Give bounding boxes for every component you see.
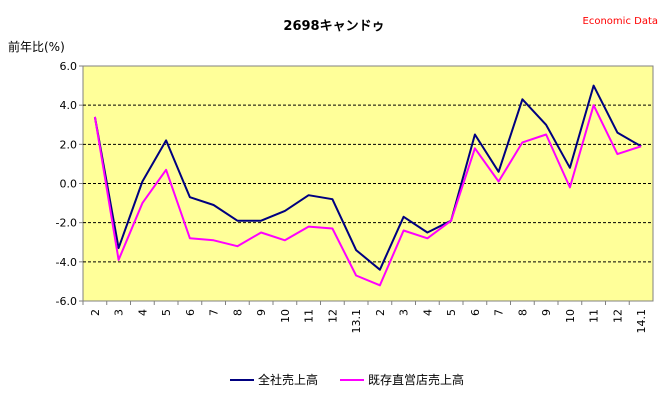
x-tick-label: 9: [540, 309, 553, 316]
x-tick-label: 8: [231, 309, 244, 316]
x-tick-label: 6: [184, 309, 197, 316]
x-tick-label: 14.1: [635, 309, 648, 334]
x-tick-label: 9: [255, 309, 268, 316]
watermark-text: Economic Data: [583, 16, 658, 27]
y-tick-label: 6.0: [60, 60, 78, 73]
y-tick-label: 4.0: [60, 99, 78, 112]
y-axis-label: 前年比(%): [8, 39, 65, 54]
grid-lines: [83, 104, 653, 263]
x-tick-label: 12: [326, 309, 339, 323]
x-tick-label: 13.1: [350, 309, 363, 334]
y-tick-label: -2.0: [56, 217, 77, 230]
y-axis-ticks: -6.0 -4.0 -2.0 0.0 2.0 4.0 6.0: [56, 60, 83, 308]
legend-label: 既存直営店売上高: [368, 372, 464, 387]
x-tick-label: 4: [421, 309, 434, 316]
x-tick-label: 6: [469, 309, 482, 316]
chart-title: 2698キャンドゥ: [283, 19, 384, 34]
y-tick-label: -4.0: [56, 256, 77, 269]
x-tick-label: 7: [493, 309, 506, 316]
x-axis-ticks: 2 3 4 5 6 7 8 9 10 11 12 13.1 2 3 4 5 6 7 8 9 10 11 12 14.1: [82, 301, 648, 334]
y-tick-label: 2.0: [60, 138, 78, 151]
legend-label: 全社売上高: [258, 372, 318, 387]
x-tick-label: 8: [516, 309, 529, 316]
series-line-1: [93, 84, 642, 271]
x-tick-label: 4: [136, 309, 149, 316]
x-tick-label: 7: [208, 309, 221, 316]
x-tick-label: 5: [445, 309, 458, 316]
y-tick-label: 0.0: [60, 178, 78, 191]
x-tick-label: 11: [303, 309, 316, 323]
x-tick-label: 3: [113, 309, 126, 316]
x-tick-label: 5: [160, 309, 173, 316]
x-tick-label: 11: [588, 309, 601, 323]
series-line-2: [93, 104, 642, 287]
y-tick-label: -6.0: [56, 295, 77, 308]
x-tick-label: 10: [564, 309, 577, 323]
legend: 全社売上高 既存直営店売上高: [230, 372, 464, 387]
x-tick-label: 10: [279, 309, 292, 323]
x-tick-label: 2: [89, 309, 102, 316]
x-tick-label: 2: [374, 309, 387, 316]
x-tick-label: 3: [398, 309, 411, 316]
series-lines: [93, 84, 642, 287]
x-tick-label: 12: [611, 309, 624, 323]
